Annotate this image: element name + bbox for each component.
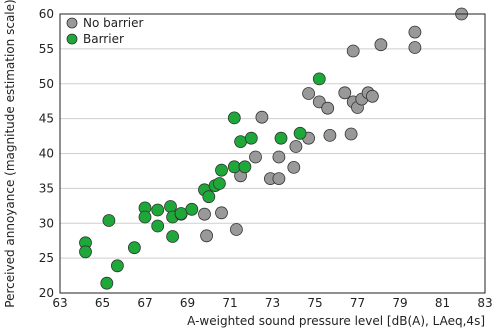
- no-barrier-point: [272, 172, 286, 186]
- no-barrier-point: [198, 207, 211, 221]
- barrier-point: [151, 203, 165, 217]
- no-barrier-point: [249, 150, 262, 164]
- no-barrier-point: [344, 127, 358, 141]
- legend-marker: [66, 17, 78, 29]
- no-barrier-point: [215, 206, 228, 220]
- legend: No barrier Barrier: [66, 16, 143, 46]
- barrier-point: [215, 163, 228, 177]
- y-axis-title: Perceived annoyance (magnitude estimatio…: [3, 0, 17, 308]
- barrier-point: [293, 126, 307, 140]
- no-barrier-point: [321, 101, 335, 115]
- x-tick-label: 83: [477, 296, 492, 310]
- no-barrier-point: [200, 229, 214, 243]
- no-barrier-point: [302, 87, 316, 100]
- no-barrier-point: [323, 128, 337, 142]
- barrier-point: [174, 207, 188, 220]
- barrier-point: [127, 241, 141, 255]
- barrier-point: [151, 219, 165, 233]
- no-barrier-point: [272, 150, 286, 164]
- barrier-point: [138, 210, 152, 224]
- x-tick-label: 69: [180, 296, 195, 310]
- x-axis-title: A-weighted sound pressure level [dB(A), …: [187, 314, 485, 328]
- barrier-point: [102, 214, 116, 227]
- y-tick-label: 40: [39, 147, 54, 161]
- no-barrier-point: [374, 38, 388, 52]
- barrier-point: [100, 276, 114, 290]
- y-tick-label: 20: [39, 286, 54, 300]
- x-tick-label: 71: [222, 296, 237, 310]
- grid-lines: [60, 48, 485, 259]
- no-barrier-point: [287, 160, 301, 174]
- x-tick-labels: 63 65 67 69 71 73 75 77 79 81 83: [52, 296, 492, 310]
- x-tick-label: 75: [307, 296, 322, 310]
- y-tick-label: 30: [39, 216, 54, 230]
- barrier-point: [274, 131, 288, 145]
- y-tick-label: 50: [39, 77, 54, 91]
- barrier-point: [185, 202, 199, 216]
- barrier-point: [166, 230, 180, 243]
- legend-label: Barrier: [83, 32, 124, 46]
- no-barrier-point: [229, 223, 243, 236]
- x-tick-label: 67: [137, 296, 152, 310]
- y-tick-label: 25: [39, 251, 54, 265]
- x-tick-label: 65: [95, 296, 110, 310]
- no-barrier-point: [255, 110, 269, 124]
- no-barrier-point: [408, 41, 422, 54]
- x-tick-label: 73: [265, 296, 280, 310]
- y-tick-label: 55: [39, 42, 54, 56]
- data-points: [79, 7, 469, 290]
- no-barrier-point: [365, 89, 379, 103]
- barrier-point: [227, 111, 241, 125]
- barrier-point: [244, 131, 258, 145]
- barrier-point: [79, 245, 92, 259]
- plot-frame: [59, 13, 486, 294]
- barrier-point: [238, 160, 252, 174]
- x-tick-label: 79: [392, 296, 407, 310]
- x-tick-label: 63: [52, 296, 67, 310]
- y-tick-label: 60: [39, 7, 54, 21]
- barrier-point: [111, 259, 124, 273]
- no-barrier-point: [346, 44, 360, 58]
- y-tick-label: 35: [39, 181, 54, 195]
- x-tick-label: 81: [435, 296, 450, 310]
- barrier-point: [202, 190, 216, 204]
- no-barrier-point: [408, 25, 422, 39]
- legend-label: No barrier: [83, 16, 143, 30]
- legend-marker: [66, 33, 78, 45]
- y-tick-labels: 20 25 30 35 40 45 50 55 60: [39, 7, 54, 300]
- barrier-point: [234, 135, 248, 149]
- no-barrier-point: [338, 86, 352, 100]
- y-tick-label: 45: [39, 112, 54, 126]
- barrier-point: [212, 177, 226, 190]
- barrier-point: [164, 200, 177, 213]
- x-tick-label: 77: [350, 296, 365, 310]
- no-barrier-point: [289, 140, 303, 153]
- barrier-point: [312, 72, 326, 86]
